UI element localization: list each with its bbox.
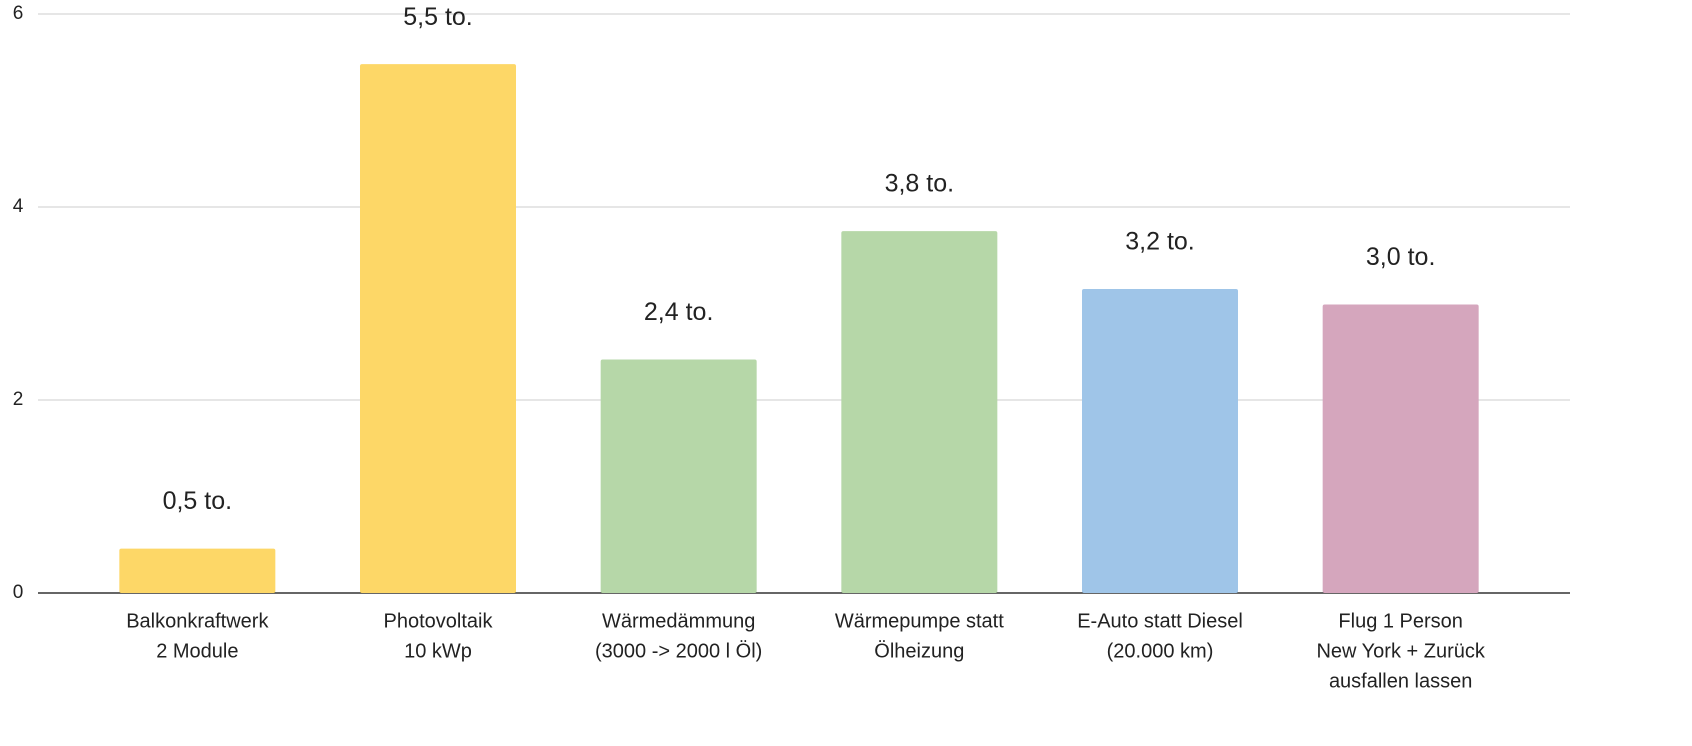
x-tick-label: Ölheizung bbox=[874, 640, 964, 662]
bar bbox=[841, 231, 998, 593]
x-tick-label: ausfallen lassen bbox=[1329, 670, 1472, 692]
x-tick-label: Wärmedämmung bbox=[602, 610, 755, 632]
x-tick-label: Balkonkraftwerk bbox=[126, 610, 269, 632]
bar bbox=[119, 548, 276, 593]
y-tick-label: 4 bbox=[13, 196, 24, 217]
x-tick-label: New York + Zurück bbox=[1316, 640, 1485, 662]
y-tick-label: 0 bbox=[13, 582, 24, 603]
value-label: 5,5 to. bbox=[403, 3, 473, 31]
y-tick-label: 2 bbox=[13, 389, 24, 410]
x-tick-label: Flug 1 Person bbox=[1338, 610, 1463, 632]
bar bbox=[1322, 304, 1479, 593]
x-tick-label: 10 kWp bbox=[404, 640, 472, 662]
bar bbox=[1082, 289, 1238, 593]
x-tick-label: E-Auto statt Diesel bbox=[1077, 610, 1243, 632]
x-tick-label: (3000 -> 2000 l Öl) bbox=[595, 640, 762, 662]
y-tick-label: 6 bbox=[13, 3, 24, 24]
bar bbox=[600, 359, 757, 593]
value-label: 0,5 to. bbox=[163, 487, 233, 515]
x-tick-label: Photovoltaik bbox=[384, 610, 494, 632]
x-tick-label: Wärmepumpe statt bbox=[835, 610, 1004, 632]
value-label: 3,8 to. bbox=[885, 170, 955, 198]
x-tick-label: (20.000 km) bbox=[1107, 640, 1214, 662]
value-label: 2,4 to. bbox=[644, 298, 714, 326]
value-label: 3,0 to. bbox=[1366, 243, 1436, 271]
value-label: 3,2 to. bbox=[1125, 228, 1195, 256]
x-tick-label: 2 Module bbox=[156, 640, 238, 662]
bar bbox=[360, 64, 516, 594]
